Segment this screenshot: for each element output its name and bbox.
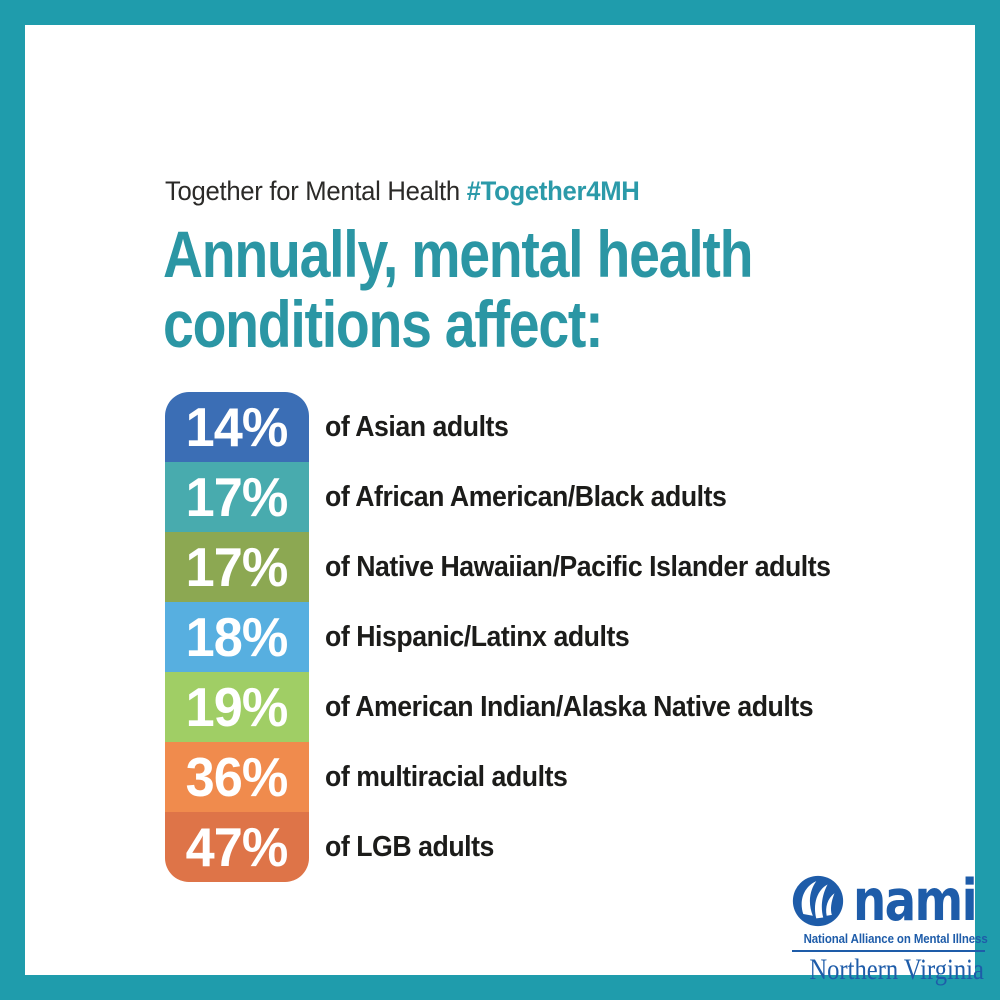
nami-tagline: National Alliance on Mental Illness — [803, 931, 988, 946]
page-title: Annually, mental health conditions affec… — [163, 217, 753, 361]
stat-row: 17% of African American/Black adults — [165, 462, 875, 532]
stat-label: of LGB adults — [325, 830, 494, 863]
stat-label: of Native Hawaiian/Pacific Islander adul… — [325, 550, 831, 583]
stat-value-block: 36% — [165, 742, 309, 812]
nami-swirl-icon — [792, 875, 844, 927]
stat-value: 47% — [186, 815, 289, 878]
stat-value: 19% — [186, 675, 289, 738]
stat-row: 36% of multiracial adults — [165, 742, 875, 812]
stat-row: 17% of Native Hawaiian/Pacific Islander … — [165, 532, 875, 602]
campaign-hashtag: #Together4MH — [466, 176, 640, 206]
stats-list: 14% of Asian adults 17% of African Ameri… — [165, 392, 875, 882]
nami-logo: nami National Alliance on Mental Illness… — [792, 868, 988, 987]
nami-wordmark: nami — [853, 868, 978, 934]
title-line-2: conditions affect: — [163, 287, 604, 361]
stat-value-block: 17% — [165, 532, 309, 602]
logo-divider — [792, 950, 985, 952]
stat-label: of Hispanic/Latinx adults — [325, 620, 630, 653]
stat-row: 14% of Asian adults — [165, 392, 875, 462]
stat-value-block: 17% — [165, 462, 309, 532]
title-line-1: Annually, mental health — [163, 217, 753, 291]
stat-value: 17% — [186, 465, 289, 528]
affiliate-name: Northern Virginia — [809, 953, 984, 986]
stat-label: of multiracial adults — [325, 760, 568, 793]
stat-row: 47% of LGB adults — [165, 812, 875, 882]
stat-row: 19% of American Indian/Alaska Native adu… — [165, 672, 875, 742]
stat-value-block: 18% — [165, 602, 309, 672]
stat-value-block: 19% — [165, 672, 309, 742]
stat-label: of Asian adults — [325, 410, 509, 443]
stat-row: 18% of Hispanic/Latinx adults — [165, 602, 875, 672]
content-area: Together for Mental Health #Together4MH … — [25, 25, 988, 986]
stat-value-block: 47% — [165, 812, 309, 882]
campaign-text: Together for Mental Health — [165, 176, 467, 206]
stat-label: of American Indian/Alaska Native adults — [325, 690, 814, 723]
stat-value: 18% — [186, 605, 289, 668]
stat-value: 14% — [186, 395, 289, 458]
nami-logo-top: nami — [792, 868, 985, 934]
campaign-line: Together for Mental Health #Together4MH — [165, 176, 640, 207]
stat-value: 17% — [186, 535, 289, 598]
stat-label: of African American/Black adults — [325, 480, 727, 513]
stat-value: 36% — [186, 745, 289, 808]
stat-value-block: 14% — [165, 392, 309, 462]
